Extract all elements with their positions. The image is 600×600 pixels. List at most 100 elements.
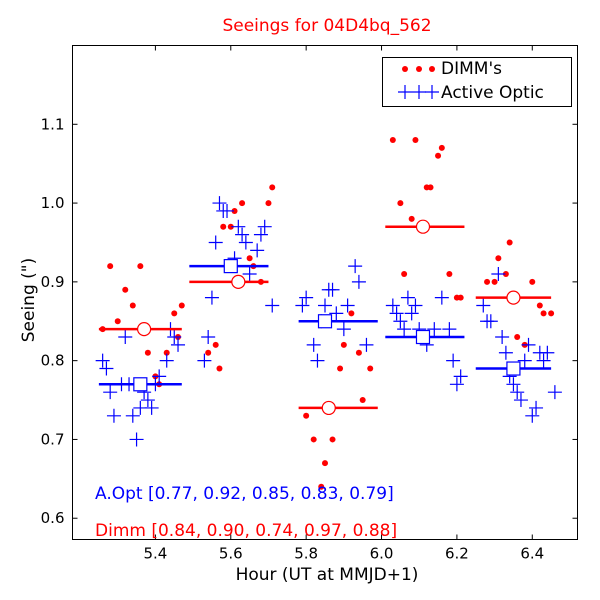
dimm-point <box>114 318 121 325</box>
dimm-point <box>171 310 178 317</box>
dimm-point <box>137 263 144 270</box>
aopt-point <box>299 290 314 305</box>
x-tick-label: 6.0 <box>370 545 394 563</box>
aopt-median-marker <box>133 377 148 392</box>
dimm-point <box>401 270 408 277</box>
aopt-point <box>495 330 510 345</box>
dimm-point <box>435 152 442 159</box>
aopt-point <box>197 353 212 368</box>
dimm-point <box>337 365 344 372</box>
aopt-point <box>476 298 491 313</box>
aopt-point <box>525 408 540 423</box>
aopt-point <box>427 322 442 337</box>
dimm-median-marker <box>506 290 521 305</box>
legend-dimm-dot <box>402 66 408 72</box>
dimm-median-marker <box>137 322 152 337</box>
aopt-point <box>491 266 506 281</box>
dimm-point <box>246 255 253 262</box>
aopt-point <box>201 330 216 345</box>
aopt-point <box>242 266 257 281</box>
x-tick-label: 5.8 <box>294 545 318 563</box>
dimm-point <box>269 184 276 191</box>
dimm-point <box>318 483 325 490</box>
dimm-point <box>540 310 547 317</box>
aopt-point <box>265 298 280 313</box>
dimm-point <box>348 310 355 317</box>
dimm-point <box>340 341 347 348</box>
aopt-point <box>212 196 227 211</box>
dimm-point <box>495 255 502 262</box>
dimm-point <box>359 397 366 404</box>
aopt-point <box>106 408 121 423</box>
dimm-point <box>239 200 246 207</box>
dimm-point <box>506 239 513 246</box>
dimm-point <box>122 286 129 293</box>
aopt-point <box>329 306 344 321</box>
aopt-point <box>359 337 374 352</box>
dimm-point <box>303 412 310 419</box>
dimm-point <box>502 270 509 277</box>
data-layer <box>95 137 562 490</box>
dimm-point <box>129 302 136 309</box>
dimm-point <box>438 144 445 151</box>
aopt-point <box>208 235 223 250</box>
aopt-point <box>389 306 404 321</box>
aopt-median-marker <box>223 259 238 274</box>
dimm-point <box>491 278 498 285</box>
aopt-point <box>404 306 419 321</box>
chart-title: Seeings for 04D4bq_562 <box>222 16 431 36</box>
x-tick-label: 6.2 <box>445 545 469 563</box>
dimm-point <box>329 436 336 443</box>
aopt-point <box>250 243 265 258</box>
dimm-point <box>163 349 170 356</box>
aopt-point <box>95 353 110 368</box>
dimm-point <box>408 215 415 222</box>
aopt-point <box>99 361 114 376</box>
dimm-point <box>548 310 555 317</box>
x-tick-label: 6.4 <box>520 545 544 563</box>
dimm-point <box>427 184 434 191</box>
dimm-median-marker <box>321 400 336 416</box>
legend-aopt-plus <box>412 85 426 99</box>
plot-frame <box>72 45 578 540</box>
aopt-point <box>140 393 155 408</box>
legend: DIMM's Active Optic <box>382 57 572 107</box>
dimm-point <box>322 460 328 467</box>
aopt-point <box>306 337 321 352</box>
aopt-point <box>171 337 186 352</box>
x-tick-label: 5.6 <box>219 545 243 563</box>
aopt-point <box>442 322 457 337</box>
aopt-point <box>125 408 140 423</box>
aopt-point <box>220 203 235 218</box>
aopt-point <box>144 400 159 415</box>
legend-dimm-dot <box>429 66 435 72</box>
aopt-point <box>449 377 464 392</box>
aopt-point <box>325 282 340 297</box>
dimm-point <box>529 278 536 285</box>
aopt-point <box>295 298 310 313</box>
aopt-point <box>159 353 174 368</box>
legend-dimm-label: DIMM's <box>441 59 502 79</box>
legend-box <box>382 57 572 107</box>
dimm-point <box>514 334 521 341</box>
y-tick-label: 0.7 <box>41 430 65 448</box>
aopt-point <box>340 298 355 313</box>
y-tick-label: 0.6 <box>41 509 65 527</box>
y-tick-label: 0.9 <box>41 273 65 291</box>
dimm-median-marker <box>231 274 246 289</box>
x-axis-label: Hour (UT at MMJD+1) <box>236 565 419 585</box>
aopt-point <box>348 259 363 274</box>
aopt-point <box>231 219 246 234</box>
dimm-point <box>212 341 219 348</box>
aopt-point <box>103 385 118 400</box>
aopt-point <box>529 400 544 415</box>
aopt-point <box>483 314 498 329</box>
legend-dimm-dot <box>416 66 422 72</box>
legend-aopt-label: Active Optic <box>441 83 544 103</box>
dimm-point <box>457 294 464 301</box>
dimm-point <box>144 349 151 356</box>
y-tick-label: 1.0 <box>41 194 65 212</box>
aopt-point <box>521 337 536 352</box>
aopt-point <box>498 345 513 360</box>
aopt-annotation: A.Opt [0.77, 0.92, 0.85, 0.83, 0.79] <box>95 484 394 504</box>
